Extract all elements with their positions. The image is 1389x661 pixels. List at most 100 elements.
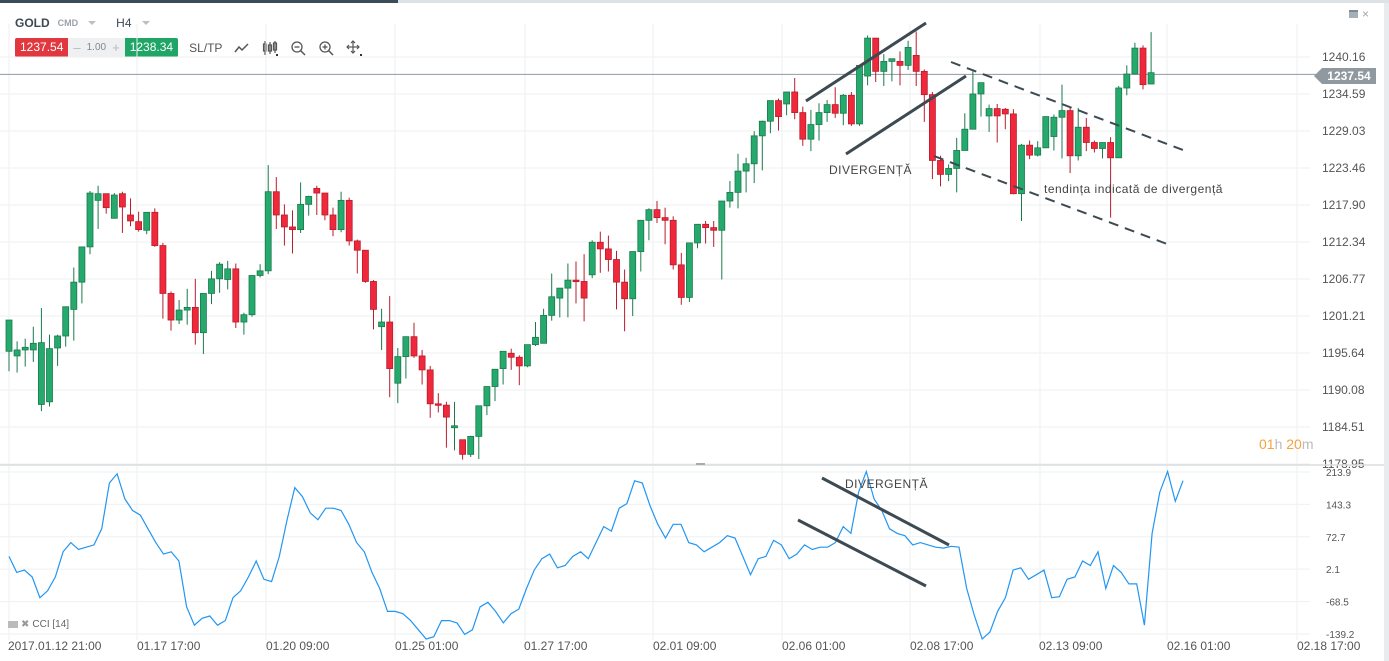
- symbol-dropdown-icon[interactable]: [88, 21, 97, 25]
- candle-body: [191, 307, 199, 334]
- close-icon[interactable]: ×: [1361, 7, 1369, 21]
- timeframe-select[interactable]: H4: [116, 16, 132, 30]
- candle-body: [888, 58, 896, 62]
- quantity-input[interactable]: 1.00: [86, 42, 107, 53]
- candle-body: [62, 306, 70, 337]
- candle-body: [38, 342, 45, 405]
- top-border-light: [398, 0, 1389, 3]
- cci-divergence-lower[interactable]: [797, 518, 927, 588]
- candle-body: [54, 335, 61, 349]
- candle-body: [46, 348, 53, 403]
- dashed-channel-lower[interactable]: [933, 155, 1168, 245]
- candle-body: [1115, 87, 1123, 159]
- candle-body: [426, 369, 434, 405]
- buy-button[interactable]: 1238.34: [124, 38, 179, 57]
- countdown-hours: 01: [1259, 436, 1275, 452]
- candle-body: [1147, 72, 1155, 85]
- decrease-button[interactable]: –: [73, 40, 81, 55]
- candle-body: [1018, 144, 1025, 195]
- price-axis-label: 1201.21: [1322, 309, 1366, 323]
- indicator-settings-icon[interactable]: [8, 621, 18, 628]
- price-divergence-label: DIVERGENȚĂ: [829, 162, 912, 177]
- sltp-button[interactable]: SL/TP: [189, 40, 223, 55]
- top-border-dark: [0, 0, 398, 3]
- candles-icon[interactable]: [262, 40, 279, 56]
- candle-body: [831, 104, 839, 114]
- candle-body: [799, 112, 807, 140]
- time-axis-label: 02.01 09:00: [653, 639, 717, 653]
- countdown-minutes: 20: [1286, 436, 1302, 452]
- candle-body: [929, 94, 936, 161]
- candle-body: [904, 47, 912, 66]
- candle-body: [370, 281, 377, 310]
- time-axis-label: 01.25 01:00: [395, 639, 459, 653]
- candle-body: [459, 439, 467, 455]
- candle-body: [945, 168, 952, 175]
- timeframe-dropdown-icon[interactable]: [141, 21, 150, 25]
- candle-body: [532, 336, 539, 346]
- candle-body: [183, 307, 191, 311]
- price-axis-label: 1234.59: [1322, 87, 1366, 101]
- candle-body: [329, 214, 337, 231]
- candle-body: [629, 251, 637, 300]
- candle-body: [524, 344, 531, 367]
- cci-divergence-upper[interactable]: [821, 476, 950, 547]
- price-axis-label: 1212.34: [1322, 235, 1366, 249]
- trendline-lower[interactable]: [845, 74, 967, 156]
- time-axis-label: 02.06 01:00: [782, 639, 846, 653]
- candle-body: [29, 342, 37, 351]
- dashed-channel-upper[interactable]: [950, 61, 1184, 151]
- candle-body: [767, 100, 774, 122]
- line-chart-icon[interactable]: [234, 40, 250, 56]
- sell-button[interactable]: 1237.54: [15, 38, 69, 57]
- cci-axis-label: 2.1: [1326, 565, 1340, 576]
- candle-body: [199, 293, 207, 334]
- time-axis-label: 01.27 17:00: [524, 639, 588, 653]
- candle-body: [977, 82, 985, 95]
- candle-body: [507, 352, 515, 358]
- cci-axis-label: 72.7: [1326, 533, 1346, 544]
- candle-body: [1099, 142, 1106, 149]
- candle-body: [143, 211, 151, 231]
- pane-resize-handle[interactable]: [696, 463, 705, 465]
- candle-body: [1034, 147, 1042, 156]
- candle-body: [637, 219, 645, 252]
- candle-countdown: 01h 20m: [1259, 436, 1314, 452]
- zoom-in-icon[interactable]: [318, 40, 334, 56]
- countdown-m-unit: m: [1301, 436, 1314, 452]
- cci-divergence-label: DIVERGENȚĂ: [845, 476, 928, 491]
- candle-body: [969, 93, 977, 130]
- candle-body: [410, 336, 418, 357]
- candle-body: [702, 223, 709, 229]
- crosshair-icon[interactable]: [346, 39, 363, 56]
- candle-body: [159, 245, 167, 294]
- candle-body: [5, 319, 13, 352]
- zoom-out-icon[interactable]: [290, 40, 306, 56]
- candle-body: [208, 278, 215, 294]
- chart-header: GOLD CMD H4: [15, 16, 150, 30]
- symbol-name[interactable]: GOLD: [15, 16, 50, 30]
- trend-annotation-label: tendința indicată de divergență: [1044, 182, 1223, 196]
- candle-body: [880, 60, 888, 72]
- candle-body: [289, 226, 296, 231]
- trendline-upper[interactable]: [805, 21, 927, 103]
- candle-body: [613, 259, 620, 283]
- cci-axis-label: 213.9: [1326, 468, 1351, 479]
- candle-body: [353, 240, 361, 251]
- right-scroll-strip[interactable]: [1384, 3, 1389, 661]
- indicator-remove-icon[interactable]: ✖: [21, 619, 30, 630]
- time-axis-label: 01.20 09:00: [266, 639, 330, 653]
- increase-button[interactable]: +: [112, 40, 120, 55]
- candle-body: [110, 194, 118, 219]
- candle-body: [442, 404, 450, 418]
- candle-body: [653, 209, 661, 219]
- candle-body: [726, 191, 734, 202]
- candle-body: [499, 350, 507, 369]
- quantity-stepper[interactable]: – 1.00 +: [68, 38, 125, 57]
- minimize-icon[interactable]: [1348, 10, 1358, 18]
- candle-body: [345, 199, 353, 242]
- candle-body: [953, 150, 961, 169]
- candle-body: [394, 356, 402, 384]
- candle-body: [224, 268, 232, 280]
